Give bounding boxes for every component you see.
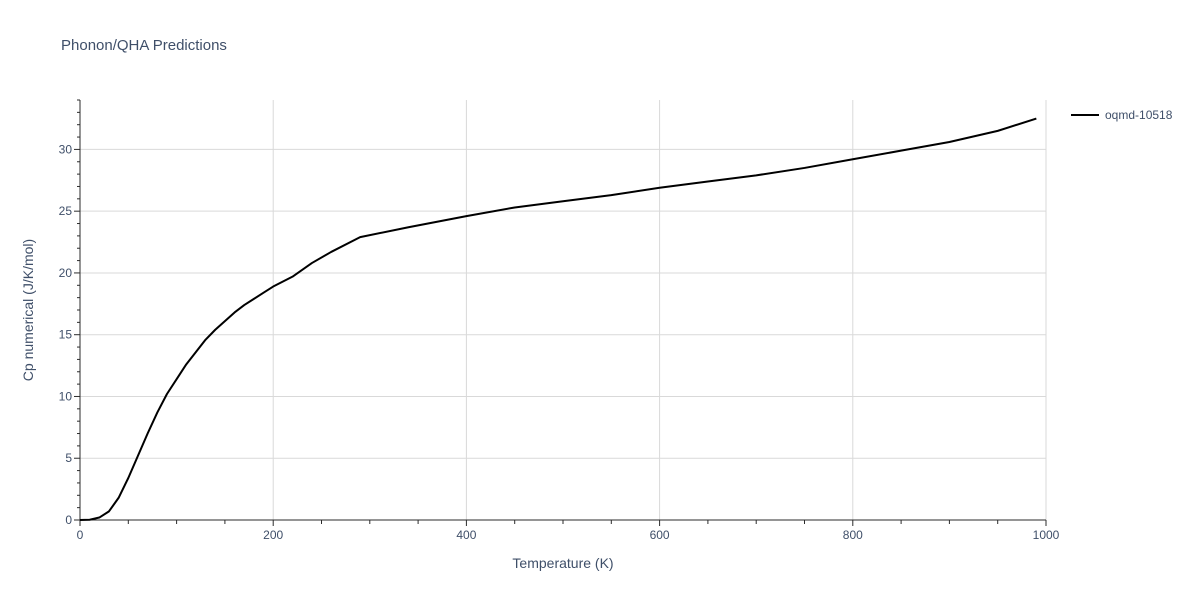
series-layer — [79, 117, 1037, 521]
y-tick-label: 20 — [59, 266, 73, 280]
x-tick-label: 1000 — [1033, 528, 1060, 542]
x-tick-label: 0 — [77, 528, 84, 542]
x-tick-label: 800 — [843, 528, 863, 542]
x-tick-label: 600 — [650, 528, 670, 542]
legend-label: oqmd-10518 — [1105, 108, 1173, 122]
grid — [80, 100, 1047, 520]
axes: 0 200 400 600 800 1000 0 5 10 15 20 25 30 — [59, 99, 1060, 542]
y-tick-label: 5 — [65, 451, 72, 465]
y-tick-label: 30 — [59, 142, 73, 156]
series-line-oqmd-10518[interactable] — [79, 117, 1037, 521]
y-tick-label: 0 — [65, 513, 72, 527]
y-tick-label: 25 — [59, 204, 73, 218]
legend[interactable]: oqmd-10518 — [1071, 108, 1173, 122]
y-tick-label: 10 — [59, 389, 73, 403]
chart-title: Phonon/QHA Predictions — [61, 37, 227, 54]
x-tick-label: 200 — [263, 528, 283, 542]
y-tick-label: 15 — [59, 328, 73, 342]
x-axis-title: Temperature (K) — [512, 555, 613, 571]
x-tick-label: 400 — [456, 528, 476, 542]
y-axis-title: Cp numerical (J/K/mol) — [20, 239, 36, 381]
